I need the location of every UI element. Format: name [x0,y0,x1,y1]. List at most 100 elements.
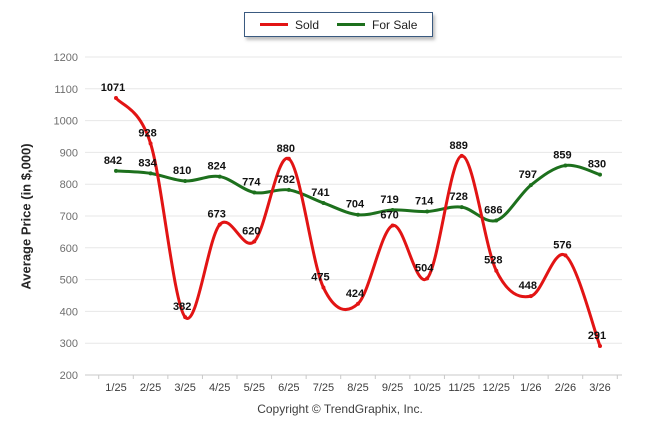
x-tick-label: 2/25 [140,382,161,394]
data-point-marker [459,205,464,210]
data-point-marker [148,171,153,176]
data-point-marker [356,212,360,217]
data-point-marker [252,190,257,195]
x-tick-label: 6/25 [278,382,299,394]
x-axis-tick-marks [98,375,618,379]
series-line-sold [114,96,602,349]
legend-swatch-sold [260,23,288,26]
data-point-marker [528,183,533,188]
y-tick-label: 1100 [54,84,78,96]
x-axis-tick-labels: 1/25 2/25 3/25 4/25 5/25 6/25 7/25 8/25 9/25 10/2… [105,382,610,394]
data-point-marker [528,294,533,299]
data-value-label: 1071 [101,82,125,94]
x-tick-label: 1/25 [105,382,126,394]
legend-label: Sold [295,17,320,32]
series-line-for-sale [114,163,602,223]
y-axis-tick-labels: 200 300 400 500 600 700 800 900 1000 1100 1200 [54,52,78,382]
data-point-marker [114,96,118,101]
data-point-marker [563,163,568,168]
data-value-label: 728 [450,191,468,203]
data-value-label: 686 [484,204,502,216]
data-value-label: 424 [346,288,365,300]
legend-item-for-sale: For Sale [337,18,417,32]
data-value-label: 859 [553,149,571,161]
data-value-label: 504 [415,262,434,274]
y-tick-label: 300 [60,338,78,350]
data-value-label: 928 [138,127,156,139]
data-value-label: 797 [519,169,537,181]
x-tick-label: 2/26 [555,382,576,394]
data-value-label: 291 [588,330,606,342]
data-point-marker [356,301,360,306]
data-point-marker [252,239,257,244]
data-value-label: 576 [553,239,571,251]
y-tick-label: 1000 [54,116,78,128]
y-tick-label: 1200 [54,52,78,64]
data-value-label: 834 [138,157,157,169]
data-value-label: 774 [242,176,261,188]
y-tick-label: 900 [60,147,78,159]
legend-swatch-for-sale [337,23,366,26]
data-value-label: 782 [277,174,295,186]
data-value-label: 741 [311,187,329,199]
x-tick-label: 10/25 [413,382,441,394]
data-point-marker [114,168,118,173]
data-point-marker [425,209,430,214]
data-point-marker [217,222,222,227]
data-value-label: 673 [208,209,226,221]
data-value-label: 880 [277,143,295,155]
y-tick-label: 400 [60,306,78,318]
data-point-marker [563,253,568,258]
data-value-label: 719 [380,194,398,206]
legend: Sold For Sale [244,12,434,37]
data-value-label: 382 [173,301,191,313]
x-tick-label: 12/25 [483,382,511,394]
x-tick-label: 3/25 [174,382,195,394]
data-value-label: 704 [346,199,365,211]
line-path-sold [114,96,602,348]
data-point-marker [286,156,291,161]
x-tick-label: 4/25 [209,382,230,394]
data-value-label: 714 [415,196,434,208]
y-tick-label: 200 [60,370,78,382]
data-point-marker [217,174,222,179]
data-point-marker [183,315,188,320]
data-point-marker [183,179,188,184]
data-point-marker [390,207,395,212]
data-value-label: 889 [450,140,468,152]
y-gridlines [85,56,622,376]
x-tick-label: 11/25 [448,382,475,394]
data-value-label: 670 [380,210,398,222]
x-tick-label: 9/25 [382,382,403,394]
y-tick-label: 600 [60,243,78,255]
legend-item-sold: Sold [260,18,319,32]
x-tick-label: 3/26 [589,382,610,394]
data-point-marker [321,200,326,205]
x-tick-label: 7/25 [313,382,334,394]
data-point-marker [598,344,602,349]
data-point-marker [148,141,153,146]
x-tick-label: 1/26 [520,382,541,394]
data-value-label: 830 [588,159,606,171]
y-tick-label: 700 [60,211,78,223]
data-point-marker [321,285,326,290]
series-value-labels-sold: 1071 928 382 673 620 880 475 424 670 504 889 528 448… [101,82,606,342]
data-point-marker [390,223,395,228]
data-value-label: 448 [519,280,537,292]
data-value-label: 810 [173,165,191,177]
y-tick-label: 500 [60,275,78,287]
data-point-marker [598,172,602,177]
data-value-label: 475 [311,272,329,284]
legend-label: For Sale [372,17,418,32]
y-tick-label: 800 [60,179,78,191]
copyright-text: Copyright © TrendGraphix, Inc. [257,402,423,416]
data-value-label: 620 [242,225,260,237]
data-point-marker [494,218,499,223]
series-value-labels-for-sale: 842 834 810 824 774 782 741 704 719 714 728 686 797 8… [104,149,606,216]
data-point-marker [425,276,430,281]
data-point-marker [494,268,499,273]
data-point-marker [286,187,291,192]
data-value-label: 842 [104,155,122,167]
